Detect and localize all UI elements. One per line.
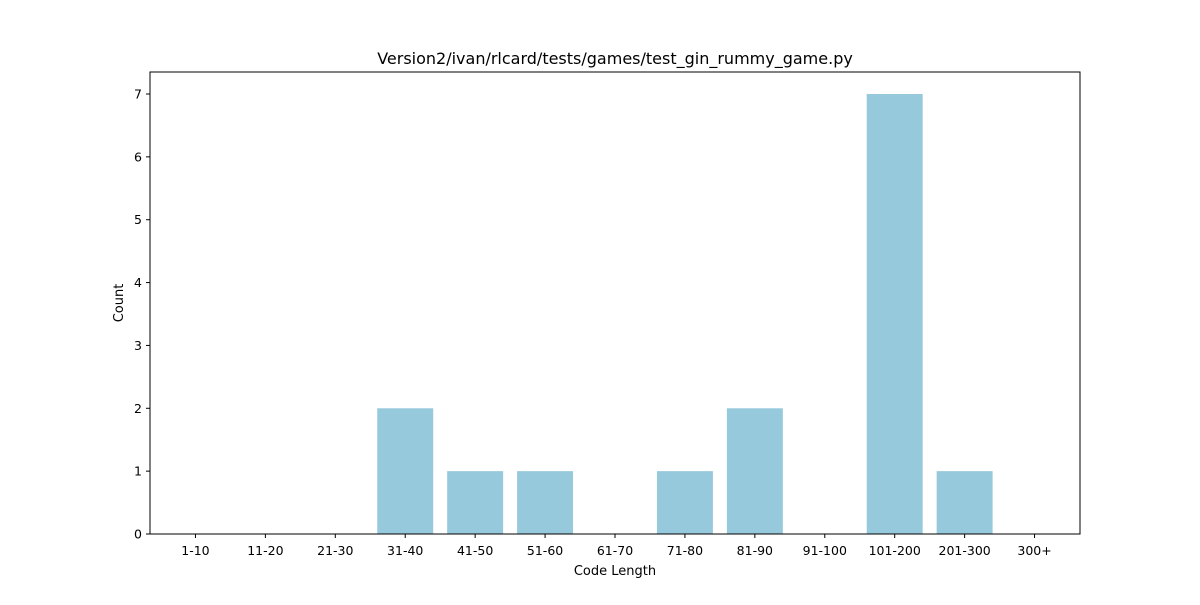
y-tick-label: 0 [134,527,142,542]
x-tick-label: 71-80 [667,543,703,558]
bar-41-50 [447,471,504,534]
x-axis-ticks: 1-10 11-20 21-30 31-40 41-50 51-60 61-70 71-80 8… [181,534,1052,558]
x-tick-label: 31-40 [387,543,423,558]
y-tick-label: 2 [134,401,142,416]
y-tick-label: 3 [134,338,142,353]
y-axis-ticks: 0 1 2 3 4 5 6 7 [134,87,150,542]
bar-31-40 [377,408,434,534]
x-tick-label: 21-30 [317,543,353,558]
x-tick-label: 11-20 [247,543,283,558]
x-tick-label: 41-50 [457,543,493,558]
bar-201-300 [936,471,993,534]
y-tick-label: 1 [134,464,142,479]
x-axis-label: Code Length [574,564,656,579]
bar-81-90 [726,408,783,534]
x-tick-label: 101-200 [869,543,921,558]
x-tick-label: 1-10 [181,543,209,558]
plot-frame [149,71,1081,535]
bars-group [377,94,993,534]
y-tick-label: 7 [134,87,142,102]
y-axis-label: Count [112,284,127,323]
chart-title: Version2/ivan/rlcard/tests/games/test_gi… [377,49,853,69]
bar-51-60 [517,471,574,534]
x-tick-label: 51-60 [527,543,563,558]
x-tick-label: 81-90 [737,543,773,558]
y-tick-label: 5 [134,212,142,227]
bar-101-200 [866,94,923,534]
x-tick-label: 300+ [1017,543,1051,558]
bar-71-80 [656,471,713,534]
y-tick-label: 4 [134,275,142,290]
x-tick-label: 201-300 [939,543,991,558]
x-tick-label: 61-70 [597,543,633,558]
x-tick-label: 91-100 [803,543,847,558]
y-tick-label: 6 [134,149,142,164]
